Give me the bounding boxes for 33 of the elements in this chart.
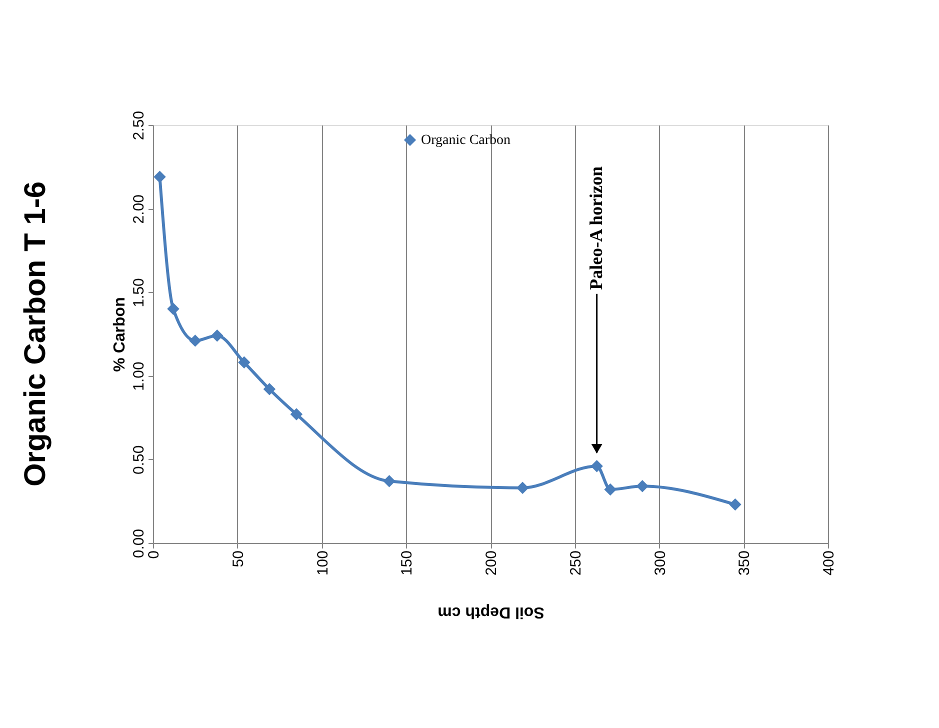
point (189, 334, 202, 347)
y-tick-label: 0.50 (130, 445, 148, 474)
x-tick-label: 400 (820, 550, 838, 576)
point (238, 356, 250, 369)
y-axis-title: % Carbon (112, 297, 128, 372)
y-tick-label: 0.00 (130, 528, 148, 558)
x-tick-label: 250 (567, 550, 584, 576)
y-tick-label: 1.00 (130, 362, 148, 391)
legend-label: Organic Carbon (421, 133, 511, 148)
x-tick-label: 350 (736, 550, 754, 576)
x-tick-label: 50 (230, 550, 247, 568)
point (263, 383, 276, 396)
point (636, 480, 648, 492)
point (167, 302, 180, 316)
x-tick-label: 300 (652, 550, 669, 576)
x-tick-label: 200 (483, 550, 500, 576)
point (516, 482, 529, 494)
y-tick-label: 2.50 (130, 110, 148, 140)
point (729, 498, 742, 511)
point (290, 408, 303, 420)
point (604, 483, 616, 496)
text: Organic Carbon T 1-6 (19, 181, 52, 487)
y-tick-label: 1.50 (130, 278, 148, 308)
x-tick-label: 150 (398, 550, 416, 576)
annotation: Paleo-A horizon (586, 166, 606, 290)
point (211, 330, 224, 342)
point (383, 475, 396, 488)
y-tick-label: 2.00 (130, 194, 148, 224)
x-tick-label: 0 (146, 550, 162, 559)
point (590, 460, 603, 472)
x-axis-title: Soil Depth cm (438, 604, 544, 621)
x-tick-label: 100 (314, 550, 332, 576)
point (154, 170, 166, 183)
